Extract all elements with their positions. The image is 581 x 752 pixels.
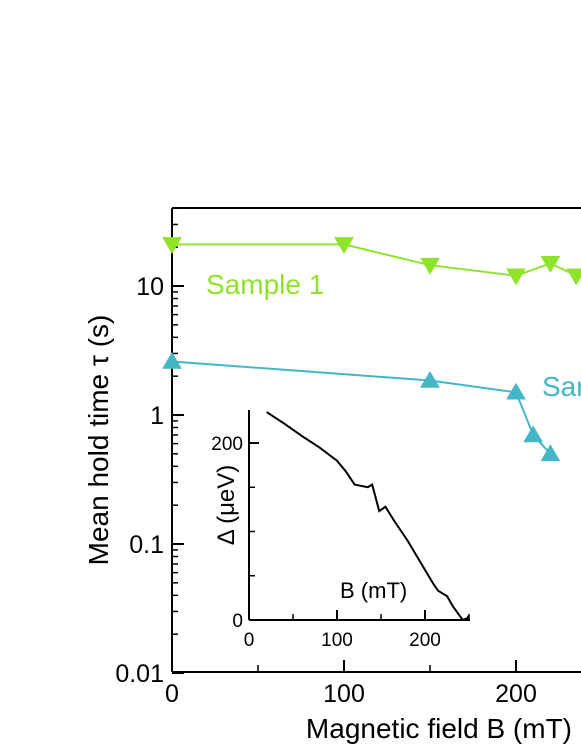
data-point-1	[566, 268, 581, 286]
inset-x-axis-title: B (mT)	[340, 578, 407, 603]
y-tick-label: 1	[150, 402, 164, 430]
data-point-1	[540, 256, 561, 273]
data-point-2	[162, 351, 182, 369]
data-point-1	[334, 237, 354, 254]
data-point-2	[420, 370, 440, 388]
series-label-sample-2: Sar	[542, 371, 581, 402]
inset-y-tick-label: 0	[232, 611, 243, 632]
main-series	[162, 237, 581, 462]
main-y-axis-title: Mean hold time τ (s)	[83, 315, 114, 566]
inset-series-line	[266, 411, 470, 622]
main-ticks	[171, 207, 517, 674]
x-tick-label: 0	[165, 680, 179, 708]
inset-x-tick-label: 100	[321, 630, 353, 651]
series-label-sample-1: Sample 1	[206, 269, 324, 300]
inset-labels: 0 100 200 0 200	[211, 434, 441, 651]
inset-x-tick-label: 200	[409, 630, 441, 651]
main-x-axis-title: Magnetic field B (mT)	[306, 713, 572, 744]
data-point-2	[506, 382, 526, 400]
x-tick-label: 100	[323, 680, 365, 708]
inset-y-tick-label: 200	[211, 434, 243, 455]
data-point-1	[506, 268, 526, 286]
inset-chart: 0 100 200 0 200 B (mT) Δ (μeV)	[211, 410, 470, 651]
data-point-1	[420, 257, 440, 275]
data-point-1	[162, 237, 182, 254]
x-tick-label: 200	[495, 680, 537, 708]
inset-series	[266, 411, 470, 622]
inset-ticks	[248, 442, 470, 621]
y-tick-label: 0.1	[129, 531, 164, 559]
y-tick-label: 0.01	[115, 660, 164, 688]
inset-y-axis-title: Δ (μeV)	[213, 465, 240, 546]
data-point-2	[540, 444, 561, 462]
y-tick-label: 10	[136, 273, 164, 301]
data-point-2	[523, 425, 544, 443]
inset-x-tick-label: 0	[244, 630, 255, 651]
